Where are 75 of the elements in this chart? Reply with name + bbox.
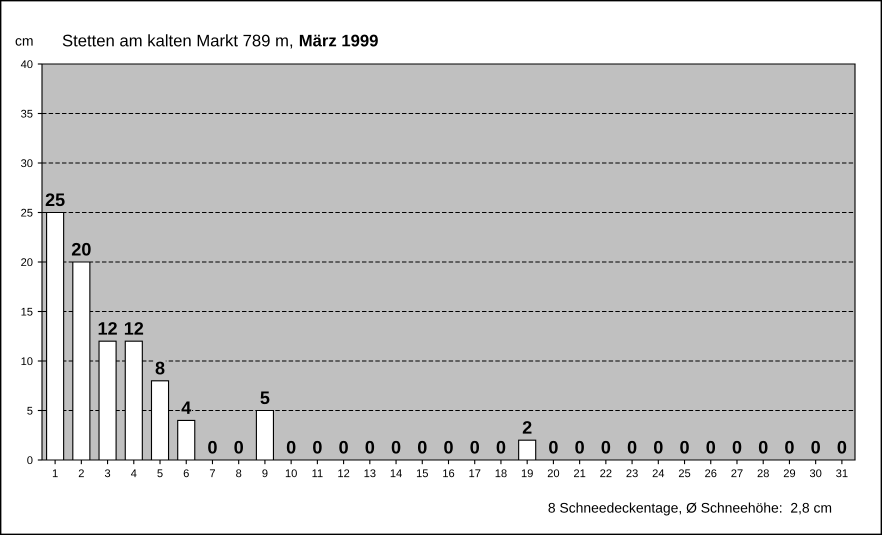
y-tick-label: 15 (21, 308, 33, 316)
data-label: 0 (838, 440, 846, 454)
data-label: 12 (98, 322, 117, 335)
data-label: 0 (366, 440, 374, 454)
x-tick-label: 12 (338, 469, 350, 478)
chart-subtitle: März 1999 (300, 34, 378, 46)
x-tick-label: 19 (522, 469, 533, 478)
y-tick-label: 0 (27, 456, 33, 464)
data-label: 0 (418, 440, 427, 454)
y-tick-label: 35 (21, 110, 33, 118)
y-tick-label: 30 (21, 159, 33, 168)
data-label: 0 (628, 440, 636, 454)
x-tick-label: 21 (574, 469, 586, 478)
data-label: 4 (181, 401, 192, 414)
x-tick-label: 26 (705, 469, 716, 478)
x-tick-label: 13 (364, 469, 376, 478)
x-tick-label: 23 (626, 469, 638, 478)
y-tick-label: 10 (21, 357, 33, 366)
data-label: 0 (444, 440, 453, 454)
data-label: 0 (575, 440, 584, 454)
data-label: 0 (758, 440, 768, 454)
data-label: 0 (286, 440, 296, 454)
x-tick-label: 31 (836, 469, 848, 478)
y-tick-label: 40 (20, 60, 33, 68)
x-tick-label: 5 (157, 469, 163, 478)
data-label: 0 (654, 440, 663, 454)
x-tick-label: 24 (652, 469, 664, 478)
x-tick-label: 2 (78, 469, 84, 478)
data-label: 0 (392, 440, 400, 454)
x-tick-label: 27 (731, 469, 743, 478)
text: 8 Schneedeckentage, Ø Schneehöhe: 2,8 cm (548, 502, 832, 516)
x-tick-label: 8 (236, 469, 242, 478)
data-label: 0 (811, 440, 820, 454)
x-tick-label: 11 (312, 469, 323, 478)
chart-title: Stetten am kalten Markt 789 m, (62, 34, 292, 48)
x-tick-label: 18 (496, 469, 507, 478)
y-tick-label: 20 (21, 258, 33, 266)
y-tick-label: 5 (27, 406, 33, 415)
data-label: 0 (732, 440, 742, 454)
x-tick-label: 16 (443, 469, 454, 478)
data-label: 0 (470, 440, 480, 454)
x-tick-label: 6 (184, 469, 189, 478)
data-label: 0 (680, 440, 689, 454)
x-tick-label: 7 (210, 469, 215, 478)
x-tick-label: 29 (784, 469, 796, 478)
data-label: 0 (706, 440, 716, 454)
data-label: 0 (496, 440, 506, 454)
data-label: 0 (602, 440, 610, 454)
data-label: 0 (785, 440, 794, 454)
x-tick-label: 14 (390, 469, 402, 478)
x-tick-label: 22 (600, 469, 612, 478)
y-tick-label: 25 (21, 208, 33, 217)
x-tick-label: 9 (262, 469, 268, 478)
data-label: 12 (124, 322, 144, 335)
data-label: 0 (234, 440, 243, 454)
data-label: 0 (208, 440, 217, 454)
y-axis-title: cm (16, 38, 33, 46)
data-label: 0 (549, 440, 558, 454)
data-label: 0 (339, 440, 348, 454)
x-tick-label: 4 (130, 469, 137, 478)
data-label: 0 (313, 440, 322, 454)
x-tick-label: 25 (678, 469, 690, 478)
x-tick-label: 17 (469, 469, 480, 478)
x-tick-label: 15 (416, 469, 428, 478)
x-tick-label: 10 (286, 469, 297, 478)
data-label: 25 (46, 193, 65, 206)
x-tick-label: 1 (52, 469, 58, 478)
x-tick-label: 3 (104, 469, 110, 478)
x-tick-label: 20 (548, 469, 560, 478)
data-label: 5 (260, 392, 270, 404)
x-tick-label: 30 (810, 469, 822, 478)
data-label: 20 (72, 242, 91, 256)
data-label: 2 (522, 421, 532, 434)
data-label: 8 (156, 362, 164, 374)
x-tick-label: 28 (758, 469, 769, 478)
